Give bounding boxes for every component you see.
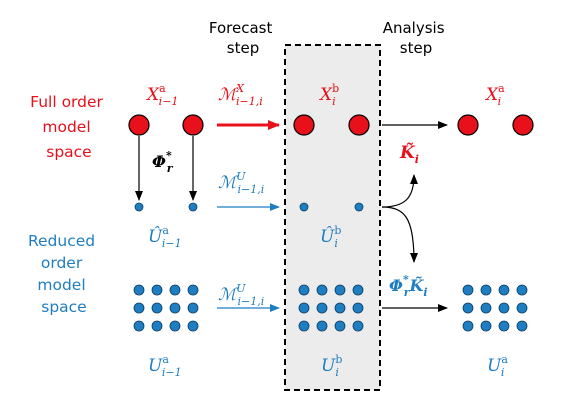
ensemble-member-node bbox=[133, 302, 145, 314]
u-a-label: Ua i bbox=[487, 353, 508, 379]
forecast-state-box bbox=[284, 44, 381, 391]
u-prev-label: Ua i−1 bbox=[148, 353, 182, 379]
ensemble-member-node bbox=[298, 302, 310, 314]
ensemble-member-node bbox=[480, 284, 492, 296]
ensemble-member-node bbox=[316, 302, 328, 314]
ensemble-member-node bbox=[516, 302, 528, 314]
forecast-header: Forecast step bbox=[209, 19, 277, 57]
reduced-gain-label: Φ* rK̃i bbox=[389, 273, 428, 299]
ensemble-member-node bbox=[169, 320, 181, 332]
gain-k-label: K̃i bbox=[399, 143, 419, 166]
ensemble-member-node bbox=[187, 320, 199, 332]
reduced-state-node bbox=[188, 202, 198, 212]
model-operator-u-label-2: ℳU i−1,i bbox=[218, 282, 264, 308]
ensemble-member-node bbox=[462, 320, 474, 332]
xa-prev-label: Xa i−1 bbox=[145, 82, 178, 108]
ensemble-member-node bbox=[316, 320, 328, 332]
ensemble-member-node bbox=[498, 320, 510, 332]
ensemble-member-node bbox=[316, 284, 328, 296]
ensemble-member-node bbox=[298, 320, 310, 332]
ensemble-member-node bbox=[334, 284, 346, 296]
reduced-state-node bbox=[354, 202, 364, 212]
ensemble-member-node bbox=[480, 320, 492, 332]
full-state-node bbox=[293, 114, 315, 136]
ensemble-member-node bbox=[498, 302, 510, 314]
ensemble-member-node bbox=[298, 284, 310, 296]
model-operator-x-label: ℳX i−1,i bbox=[218, 82, 263, 108]
model-operator-u-label-1: ℳU i−1,i bbox=[218, 170, 264, 196]
ensemble-member-node bbox=[352, 302, 364, 314]
ensemble-grid-background bbox=[298, 284, 364, 332]
ensemble-grid-prev bbox=[133, 284, 199, 332]
ensemble-member-node bbox=[151, 284, 163, 296]
u-b-label: Ub i bbox=[321, 353, 342, 379]
ensemble-member-node bbox=[187, 302, 199, 314]
ensemble-member-node bbox=[352, 284, 364, 296]
ensemble-member-node bbox=[169, 284, 181, 296]
analysis-header: Analysis step bbox=[383, 19, 450, 57]
ensemble-member-node bbox=[133, 284, 145, 296]
projection-phi-label: Φ* r bbox=[152, 149, 174, 175]
reduced-state-node bbox=[299, 202, 309, 212]
ensemble-member-node bbox=[133, 320, 145, 332]
full-state-node bbox=[512, 114, 534, 136]
full-state-node bbox=[128, 114, 150, 136]
uhat-b-label: Ûb i bbox=[320, 224, 341, 250]
reduced-order-label: Reduced order model space bbox=[28, 232, 100, 316]
ensemble-member-node bbox=[151, 302, 163, 314]
ensemble-member-node bbox=[334, 302, 346, 314]
gain-branch-down bbox=[381, 206, 418, 263]
full-state-node bbox=[182, 114, 204, 136]
full-state-node bbox=[457, 114, 479, 136]
reduced-state-node bbox=[134, 202, 144, 212]
ensemble-member-node bbox=[516, 284, 528, 296]
ensemble-member-node bbox=[498, 284, 510, 296]
ensemble-member-node bbox=[151, 320, 163, 332]
uhat-prev-label: Ûa i−1 bbox=[148, 224, 182, 250]
xa-label: Xa i bbox=[484, 82, 505, 108]
ensemble-member-node bbox=[352, 320, 364, 332]
gain-branch-up bbox=[381, 174, 418, 208]
ensemble-member-node bbox=[480, 302, 492, 314]
ensemble-member-node bbox=[187, 284, 199, 296]
xb-label: Xb i bbox=[318, 82, 339, 108]
ensemble-member-node bbox=[462, 284, 474, 296]
ensemble-member-node bbox=[169, 302, 181, 314]
ensemble-grid-analysis bbox=[462, 284, 528, 332]
ensemble-member-node bbox=[516, 320, 528, 332]
ensemble-member-node bbox=[334, 320, 346, 332]
ensemble-member-node bbox=[462, 302, 474, 314]
full-order-label: Full order model space bbox=[30, 93, 108, 161]
full-state-node bbox=[348, 114, 370, 136]
